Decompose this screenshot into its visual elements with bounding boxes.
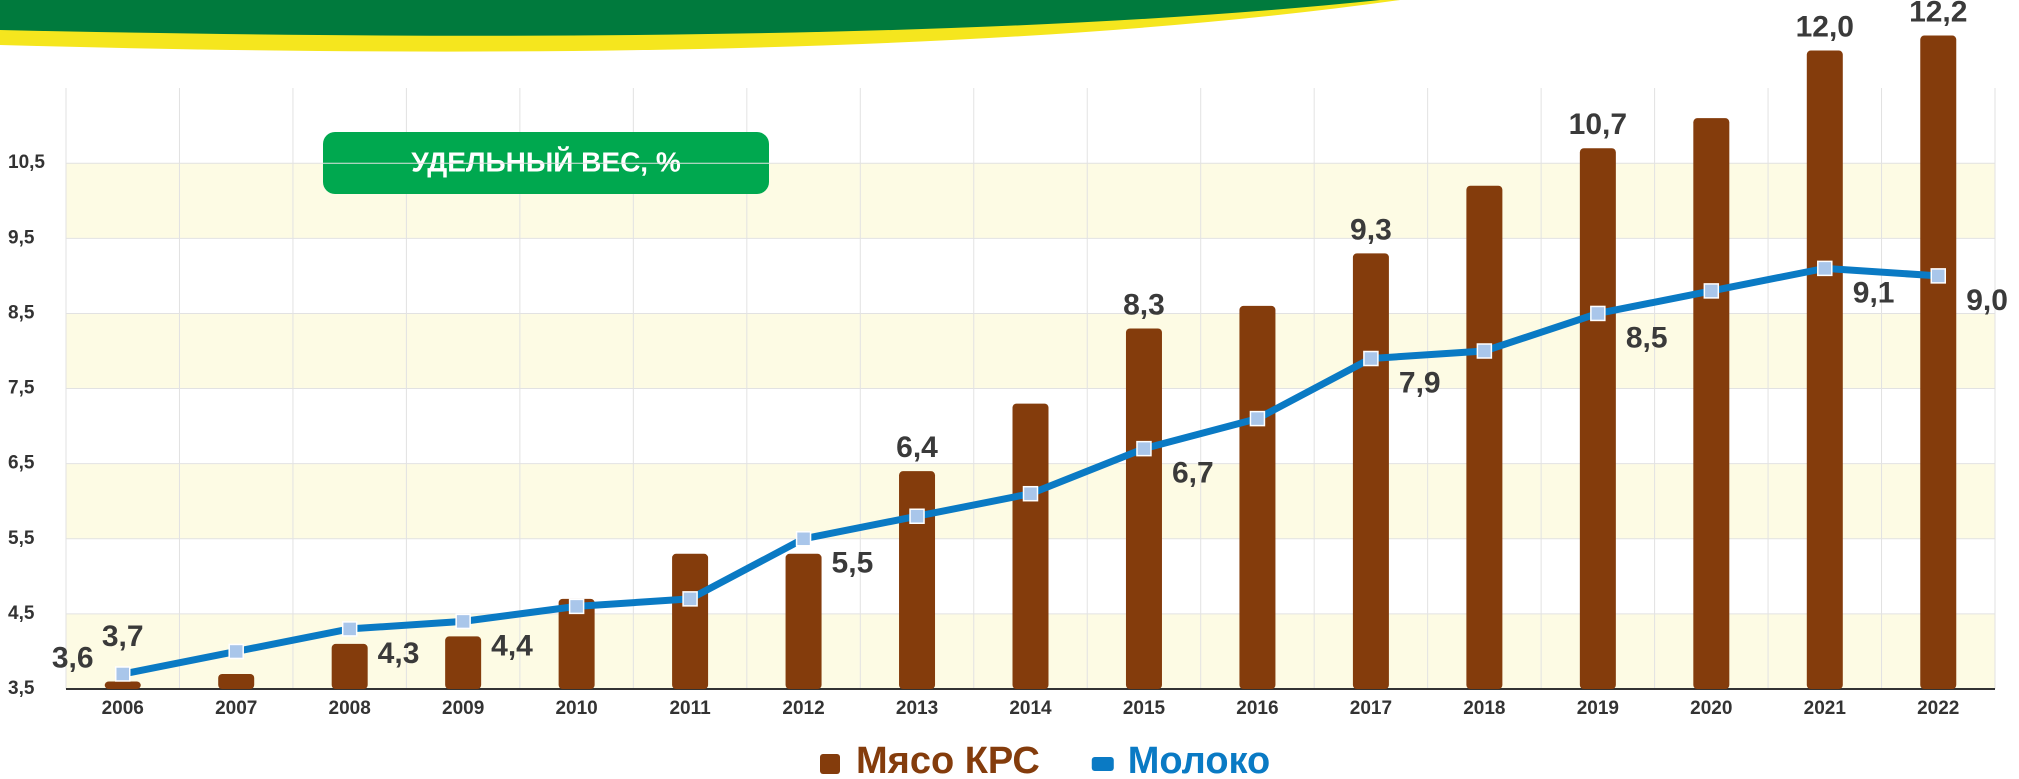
y-tick-label: 10,5 [8,152,45,173]
data-label: 9,3 [1350,213,1392,246]
data-label: 12,0 [1796,10,1854,43]
bar [899,471,935,689]
data-label: 4,3 [378,637,420,670]
bar [1920,36,1956,689]
point [1931,269,1945,283]
x-tick-label: 2022 [1917,698,1959,719]
bar [445,636,481,689]
data-label: 10,7 [1569,108,1627,141]
chart: УДЕЛЬНЫЙ ВЕС, % 3,5 4,5 5,5 6,5 7,5 8,5 9,5 10,… [0,0,2019,779]
point [343,622,357,636]
x-tick-label: 2018 [1463,698,1505,719]
x-tick-label: 2021 [1804,698,1847,719]
data-label: 8,5 [1626,321,1668,354]
data-label: 12,2 [1909,0,1967,28]
y-tick-label: 4,5 [8,603,35,624]
data-label: 6,7 [1172,457,1214,490]
legend-label: Молоко [1128,740,1271,779]
point [1477,344,1491,358]
x-tick-label: 2010 [555,698,597,719]
y-tick-label: 6,5 [8,453,35,474]
chart-title: УДЕЛЬНЫЙ ВЕС, % [411,145,681,177]
legend-swatch [1092,757,1114,771]
point [570,599,584,613]
point [229,644,243,658]
bar [218,674,254,689]
point [910,509,924,523]
x-tick-label: 2017 [1350,698,1392,719]
legend-swatch [820,754,840,774]
point [797,532,811,546]
x-tick-label: 2007 [215,698,257,719]
x-tick-label: 2015 [1123,698,1166,719]
bar [1013,404,1049,689]
data-label: 3,7 [102,620,144,653]
bar [672,554,708,689]
bar [1466,186,1502,689]
y-tick-label: 5,5 [8,528,35,549]
x-tick-label: 2020 [1690,698,1732,719]
x-tick-label: 2013 [896,698,938,719]
y-tick-label: 3,5 [8,678,35,699]
x-tick-label: 2009 [442,698,484,719]
data-label: 5,5 [832,547,874,580]
data-label: 9,0 [1966,284,2008,317]
bar [1353,253,1389,689]
bar [786,554,822,689]
x-tick-label: 2014 [1009,698,1052,719]
point [683,592,697,606]
data-label: 3,6 [52,641,94,674]
data-label: 6,4 [896,431,938,464]
point [1818,261,1832,275]
x-tick-label: 2008 [329,698,371,719]
y-tick-label: 8,5 [8,302,35,323]
bar [332,644,368,689]
data-label: 4,4 [491,629,533,662]
x-tick-label: 2006 [102,698,144,719]
x-tick-label: 2011 [669,698,711,719]
point [1250,412,1264,426]
bar [1239,306,1275,689]
point [1364,352,1378,366]
x-tick-label: 2019 [1577,698,1619,719]
bar [1126,328,1162,689]
point [1704,284,1718,298]
x-tick-label: 2016 [1236,698,1278,719]
data-label: 7,9 [1399,366,1441,399]
data-label: 9,1 [1853,276,1895,309]
legend-label: Мясо КРС [856,740,1040,779]
bar [1807,51,1843,689]
point [1024,487,1038,501]
point [116,667,130,681]
x-tick-label: 2012 [782,698,824,719]
data-label: 8,3 [1123,288,1165,321]
point [456,614,470,628]
y-tick-label: 7,5 [8,378,35,399]
y-tick-label: 9,5 [8,227,35,248]
bar [1580,148,1616,689]
bar [1693,118,1729,689]
bar [105,681,141,689]
point [1137,442,1151,456]
point [1591,306,1605,320]
